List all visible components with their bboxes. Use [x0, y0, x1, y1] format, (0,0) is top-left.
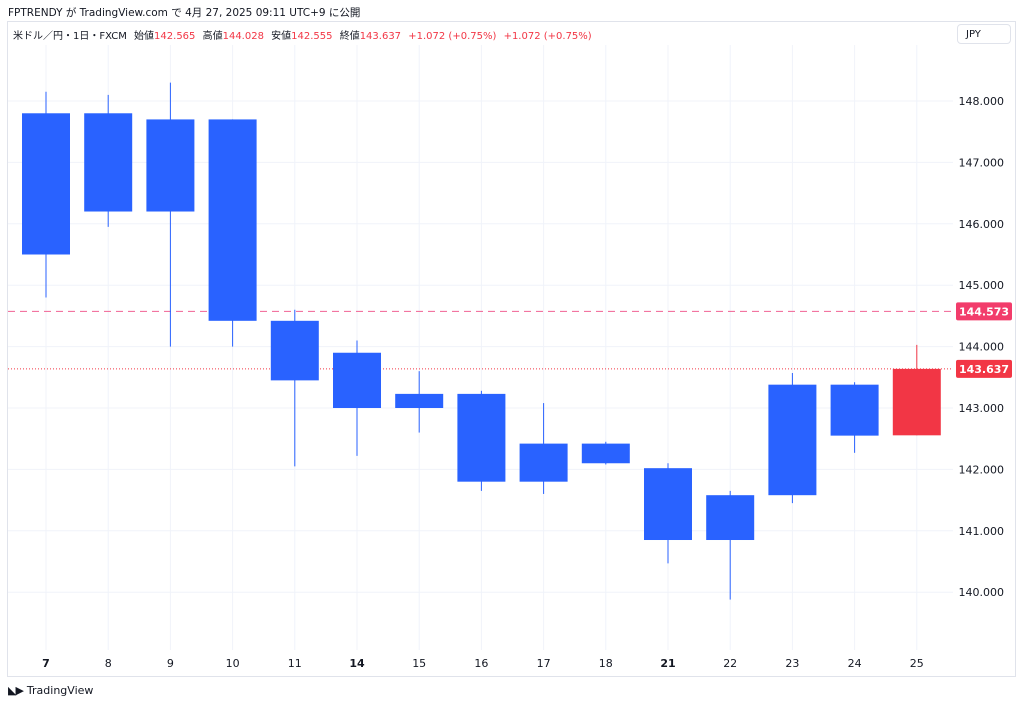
candle-body — [146, 119, 195, 212]
x-tick-label: 14 — [349, 657, 365, 670]
candle-body — [208, 119, 257, 321]
candle-body — [395, 393, 444, 408]
y-tick-label: 143.000 — [959, 402, 1005, 415]
candle-body — [644, 468, 692, 541]
price-tag — [956, 359, 1012, 378]
y-tick-label: 148.000 — [959, 95, 1005, 108]
x-tick-label: 22 — [723, 657, 737, 670]
candle-body — [22, 113, 70, 255]
y-tick-label: 140.000 — [959, 586, 1005, 599]
candle-body — [706, 495, 755, 541]
price-tag-label: 144.573 — [959, 305, 1009, 318]
open-value: 142.565 — [154, 31, 196, 42]
price-tag — [956, 302, 1012, 321]
open-label: 始値 — [134, 31, 155, 42]
y-tick-label: 144.000 — [959, 341, 1005, 354]
x-tick-label: 23 — [785, 657, 799, 670]
change-value-2: +1.072 (+0.75%) — [503, 31, 592, 42]
low-value: 142.555 — [291, 31, 333, 42]
low-label: 安値 — [271, 31, 292, 42]
x-tick-label: 16 — [474, 657, 488, 670]
candle-body — [519, 443, 568, 482]
candle-body — [830, 384, 879, 436]
x-tick-label: 11 — [288, 657, 302, 670]
high-label: 高値 — [202, 31, 223, 42]
x-tick-label: 8 — [105, 657, 112, 670]
change-value-1: +1.072 (+0.75%) — [408, 31, 497, 42]
x-tick-label: 10 — [226, 657, 240, 670]
x-tick-label: 24 — [848, 657, 862, 670]
y-tick-label: 141.000 — [959, 525, 1005, 538]
brand-label: TradingView — [26, 684, 94, 697]
high-value: 144.028 — [222, 31, 264, 42]
candle-body — [457, 393, 506, 482]
y-tick-label: 142.000 — [959, 463, 1005, 476]
x-tick-label: 9 — [167, 657, 174, 670]
chart-legend: 米ドル／円・1日・FXCM 始値142.565 高値144.028 安値142.… — [13, 27, 592, 42]
candle-body — [581, 443, 630, 464]
candle-body — [270, 320, 319, 381]
x-tick-label: 25 — [910, 657, 924, 670]
x-tick-label: 17 — [537, 657, 551, 670]
y-tick-label: 147.000 — [959, 156, 1005, 169]
close-label: 終値 — [339, 31, 360, 42]
published-line: FPTRENDY が TradingView.com で 4月 27, 2025… — [8, 7, 361, 19]
footer-brand: ◣▶ TradingView — [8, 684, 93, 697]
candle-body — [84, 113, 133, 212]
candle-body — [333, 352, 381, 408]
x-tick-label: 7 — [42, 657, 50, 670]
price-tag-label: 143.637 — [959, 363, 1009, 376]
y-tick-label: 145.000 — [959, 279, 1005, 292]
symbol-label[interactable]: 米ドル／円・1日・FXCM — [13, 31, 127, 42]
y-tick-label: 146.000 — [959, 218, 1005, 231]
x-tick-label: 15 — [412, 657, 426, 670]
x-tick-label: 18 — [599, 657, 613, 670]
chart-frame — [7, 21, 1016, 677]
tradingview-logo-icon: ◣▶ — [8, 684, 24, 697]
currency-button[interactable]: JPY — [957, 24, 1011, 44]
close-value: 143.637 — [359, 31, 402, 42]
x-tick-label: 21 — [660, 657, 675, 670]
candle-body — [892, 368, 941, 436]
candle-body — [768, 384, 817, 496]
